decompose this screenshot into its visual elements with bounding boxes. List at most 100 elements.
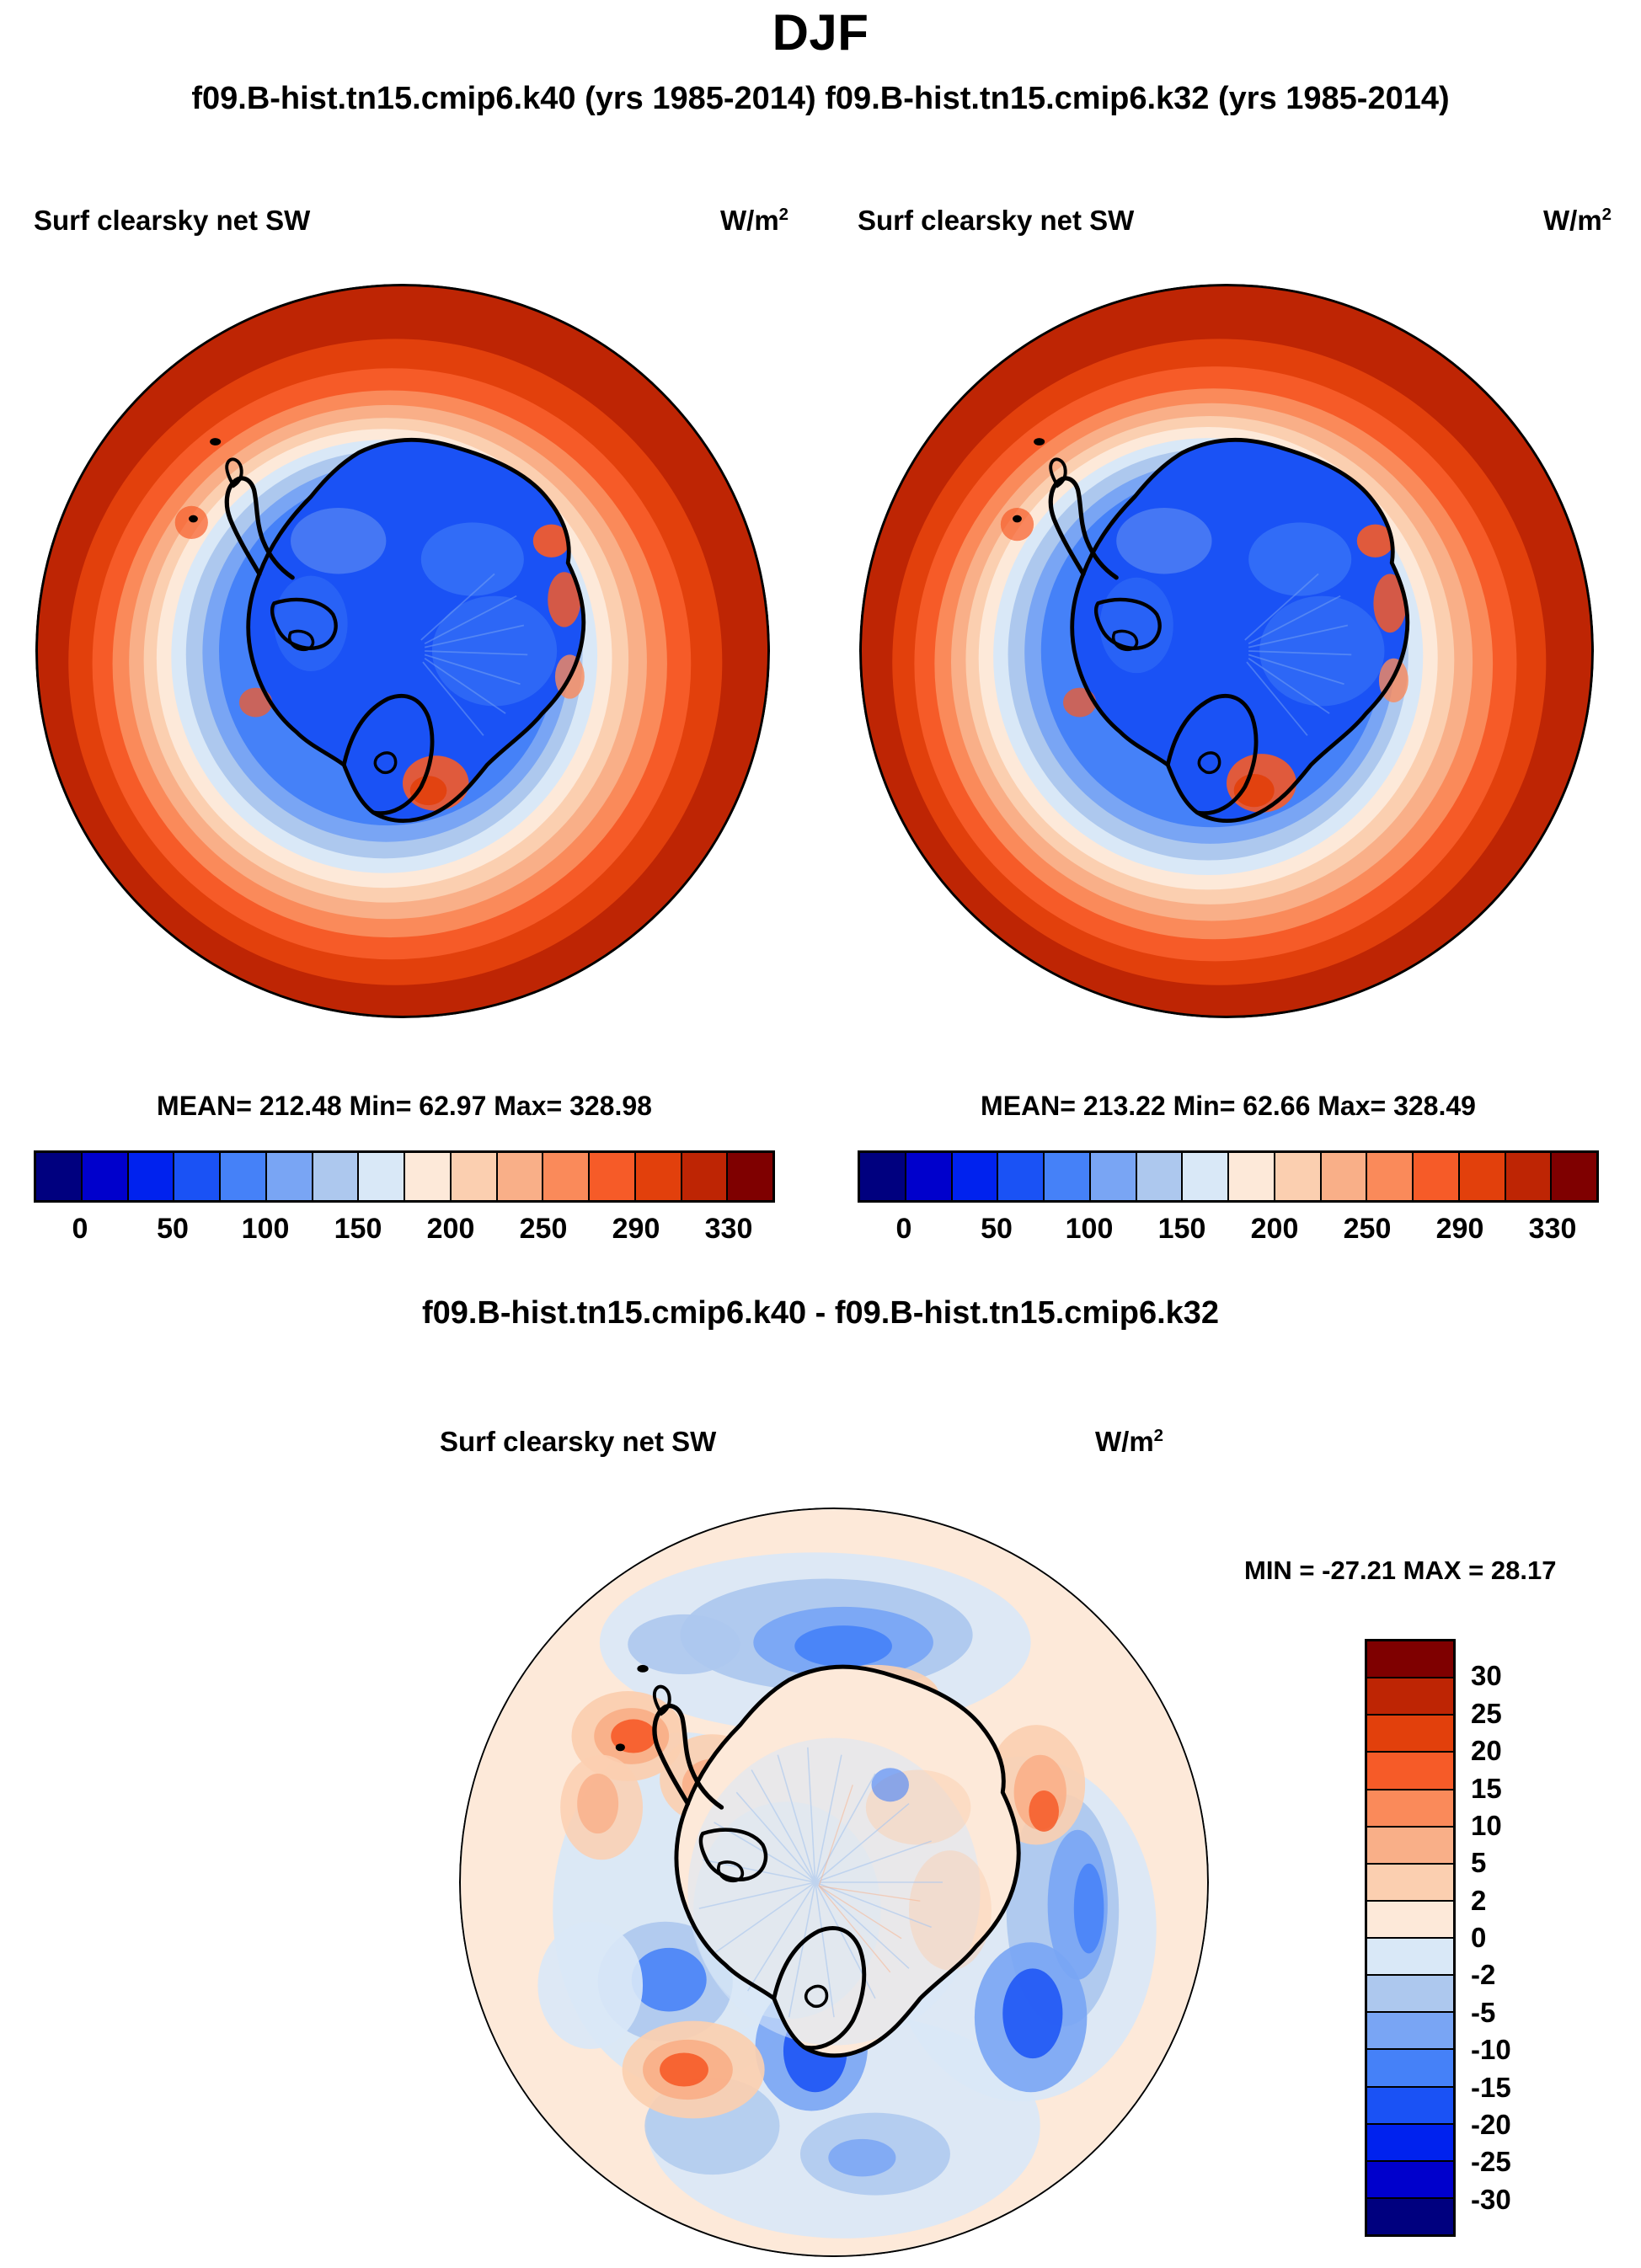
colorbar-tick-label: 10 [1471, 1809, 1502, 1841]
colorbar-cell [266, 1153, 313, 1200]
colorbar-cell [82, 1153, 129, 1200]
right-panel-units-exponent: 2 [1601, 205, 1612, 224]
right-panel-variable-label: Surf clearsky net SW [858, 205, 1135, 236]
colorbar-right[interactable] [858, 1150, 1599, 1203]
colorbar-cell [1367, 1790, 1453, 1828]
colorbar-cell [1229, 1153, 1275, 1200]
colorbar-cell [405, 1153, 452, 1200]
colorbar-tick-label: 50 [157, 1213, 189, 1245]
left-panel-stats: MEAN= 212.48 Min= 62.97 Max= 328.98 [157, 1091, 652, 1121]
colorbar-cell [1136, 1153, 1184, 1200]
colorbar-cell [906, 1153, 953, 1200]
colorbar-tick-label: -15 [1471, 2071, 1511, 2103]
colorbar-tick-label: 330 [1528, 1213, 1577, 1245]
diff-minmax-label: MIN = -27.21 MAX = 28.17 [1244, 1556, 1557, 1585]
map-panel-k32[interactable] [859, 284, 1594, 1018]
colorbar-tick-label: 290 [612, 1213, 660, 1245]
colorbar-tick-label: 250 [519, 1213, 568, 1245]
colorbar-difference-labels: 30 25 20 15 10 5 2 0 -2 -5 -10 -15 -20 -25 -30 [1471, 1639, 1589, 2237]
map-contours-k32 [861, 286, 1592, 1017]
colorbar-tick-label: 100 [241, 1213, 290, 1245]
colorbar-cell [1367, 2013, 1453, 2051]
colorbar-difference[interactable] [1365, 1639, 1456, 2237]
colorbar-cell [1367, 1153, 1414, 1200]
colorbar-tick-label: 20 [1471, 1735, 1502, 1767]
colorbar-tick-label: 0 [72, 1213, 88, 1245]
colorbar-cell [1367, 2198, 1453, 2234]
colorbar-cell [1367, 1901, 1453, 1939]
colorbar-cell [1367, 1827, 1453, 1865]
diff-panel-units: W/m2 [1095, 1426, 1163, 1458]
colorbar-tick-label: -2 [1471, 1959, 1496, 1991]
colorbar-left[interactable] [34, 1150, 775, 1203]
colorbar-cell [174, 1153, 221, 1200]
left-panel-units-text: W/m [720, 205, 779, 236]
colorbar-left-labels: 0 50 100 150 200 250 290 330 [34, 1213, 775, 1251]
colorbar-cell [359, 1153, 405, 1200]
colorbar-cell [635, 1153, 682, 1200]
map-panel-k40[interactable] [35, 284, 770, 1018]
colorbar-cell [128, 1153, 175, 1200]
colorbar-cell [590, 1153, 636, 1200]
colorbar-tick-label: -10 [1471, 2034, 1511, 2066]
colorbar-cell [221, 1153, 267, 1200]
colorbar-cell [497, 1153, 544, 1200]
colorbar-cell [1367, 1716, 1453, 1753]
colorbar-cell [1552, 1153, 1596, 1200]
colorbar-cell [1367, 1864, 1453, 1902]
diff-panel-units-exponent: 2 [1153, 1426, 1164, 1445]
colorbar-cell [1459, 1153, 1506, 1200]
colorbar-tick-label: 200 [1250, 1213, 1299, 1245]
colorbar-cell [543, 1153, 590, 1200]
map-disc-k32 [859, 284, 1594, 1018]
colorbar-cell [860, 1153, 906, 1200]
colorbar-cell [313, 1153, 360, 1200]
colorbar-tick-label: 2 [1471, 1884, 1487, 1916]
colorbar-tick-label: 30 [1471, 1660, 1502, 1692]
map-contours-k40 [37, 286, 768, 1017]
left-panel-units-exponent: 2 [778, 205, 789, 224]
colorbar-tick-label: 330 [704, 1213, 753, 1245]
colorbar-tick-label: 290 [1435, 1213, 1484, 1245]
colorbar-tick-label: 0 [895, 1213, 912, 1245]
colorbar-tick-label: 150 [1157, 1213, 1206, 1245]
colorbar-cell [1045, 1153, 1091, 1200]
colorbar-cell [1367, 1753, 1453, 1790]
map-disc-k40 [35, 284, 770, 1018]
colorbar-cell [998, 1153, 1045, 1200]
colorbar-tick-label: 0 [1471, 1922, 1487, 1953]
colorbar-cell [1321, 1153, 1368, 1200]
colorbar-cell [1367, 1939, 1453, 1977]
colorbar-right-labels: 0 50 100 150 200 250 290 330 [858, 1213, 1599, 1251]
right-panel-units-text: W/m [1543, 205, 1602, 236]
colorbar-tick-label: 25 [1471, 1697, 1502, 1729]
colorbar-cell [451, 1153, 498, 1200]
colorbar-cell [1505, 1153, 1553, 1200]
colorbar-cell [1367, 2050, 1453, 2088]
colorbar-tick-label: -30 [1471, 2183, 1511, 2215]
colorbar-cell [1367, 1641, 1453, 1679]
colorbar-tick-label: 250 [1343, 1213, 1392, 1245]
right-panel-units: W/m2 [1543, 205, 1612, 237]
colorbar-tick-label: 50 [981, 1213, 1013, 1245]
colorbar-cell [1367, 1976, 1453, 2014]
map-disc-difference [459, 1508, 1209, 2257]
colorbar-cell [728, 1153, 772, 1200]
colorbar-cell [952, 1153, 999, 1200]
colorbar-cell [1367, 1678, 1453, 1716]
diff-panel-variable-label: Surf clearsky net SW [440, 1426, 717, 1457]
colorbar-cell [1367, 2087, 1453, 2125]
colorbar-tick-label: -20 [1471, 2108, 1511, 2140]
colorbar-tick-label: 5 [1471, 1847, 1487, 1879]
colorbar-cell [1367, 2124, 1453, 2162]
difference-title: f09.B-hist.tn15.cmip6.k40 - f09.B-hist.t… [421, 1295, 1220, 1331]
colorbar-cell [36, 1153, 83, 1200]
colorbar-tick-label: 200 [426, 1213, 475, 1245]
left-panel-variable-label: Surf clearsky net SW [34, 205, 311, 236]
diff-panel-units-text: W/m [1095, 1426, 1154, 1457]
colorbar-cell [1090, 1153, 1137, 1200]
colorbar-cell [1414, 1153, 1460, 1200]
map-panel-difference[interactable] [459, 1508, 1209, 2257]
colorbar-cell [1367, 2161, 1453, 2199]
colorbar-cell [682, 1153, 729, 1200]
